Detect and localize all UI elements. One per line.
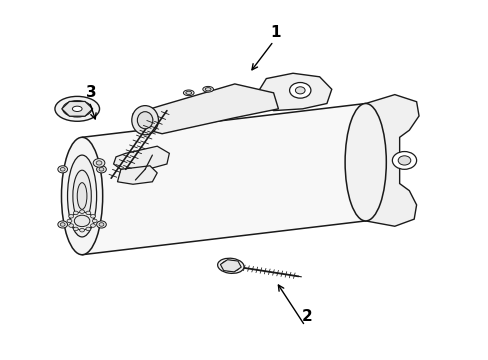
Polygon shape xyxy=(82,103,365,255)
Text: 3: 3 xyxy=(86,85,97,100)
Polygon shape xyxy=(133,84,278,134)
Circle shape xyxy=(397,156,410,165)
Ellipse shape xyxy=(72,106,82,112)
Ellipse shape xyxy=(73,227,78,231)
Circle shape xyxy=(295,87,305,94)
Ellipse shape xyxy=(67,219,72,223)
Circle shape xyxy=(99,223,103,226)
Ellipse shape xyxy=(55,96,100,121)
Circle shape xyxy=(99,167,103,171)
Circle shape xyxy=(96,161,102,165)
Ellipse shape xyxy=(62,101,92,117)
Text: 1: 1 xyxy=(270,25,281,40)
Circle shape xyxy=(60,223,65,226)
Polygon shape xyxy=(113,146,169,169)
Ellipse shape xyxy=(92,219,97,223)
Polygon shape xyxy=(117,166,157,184)
Ellipse shape xyxy=(203,86,213,92)
Ellipse shape xyxy=(345,103,386,221)
Ellipse shape xyxy=(131,105,158,135)
Ellipse shape xyxy=(67,155,97,237)
Ellipse shape xyxy=(69,215,73,218)
Circle shape xyxy=(93,159,104,167)
Ellipse shape xyxy=(217,258,244,273)
Ellipse shape xyxy=(61,137,102,255)
Ellipse shape xyxy=(80,228,84,232)
Ellipse shape xyxy=(90,215,95,218)
Circle shape xyxy=(58,221,67,228)
Ellipse shape xyxy=(86,211,91,215)
Circle shape xyxy=(58,166,67,173)
Circle shape xyxy=(97,221,106,228)
Ellipse shape xyxy=(77,183,87,210)
Ellipse shape xyxy=(221,260,240,271)
Polygon shape xyxy=(61,102,93,116)
Circle shape xyxy=(391,152,416,169)
Ellipse shape xyxy=(74,215,90,226)
Circle shape xyxy=(97,166,106,173)
Ellipse shape xyxy=(183,90,194,96)
Circle shape xyxy=(60,167,65,171)
Polygon shape xyxy=(254,73,331,111)
Ellipse shape xyxy=(80,210,84,213)
Ellipse shape xyxy=(69,224,73,227)
Polygon shape xyxy=(220,260,241,272)
Ellipse shape xyxy=(70,212,94,230)
Ellipse shape xyxy=(205,88,211,91)
Text: 2: 2 xyxy=(302,310,312,324)
Ellipse shape xyxy=(137,112,153,129)
Circle shape xyxy=(289,82,310,98)
Ellipse shape xyxy=(185,91,191,94)
Ellipse shape xyxy=(73,211,78,215)
Ellipse shape xyxy=(73,170,91,222)
Ellipse shape xyxy=(86,227,91,231)
Ellipse shape xyxy=(90,224,95,227)
Polygon shape xyxy=(365,95,418,226)
